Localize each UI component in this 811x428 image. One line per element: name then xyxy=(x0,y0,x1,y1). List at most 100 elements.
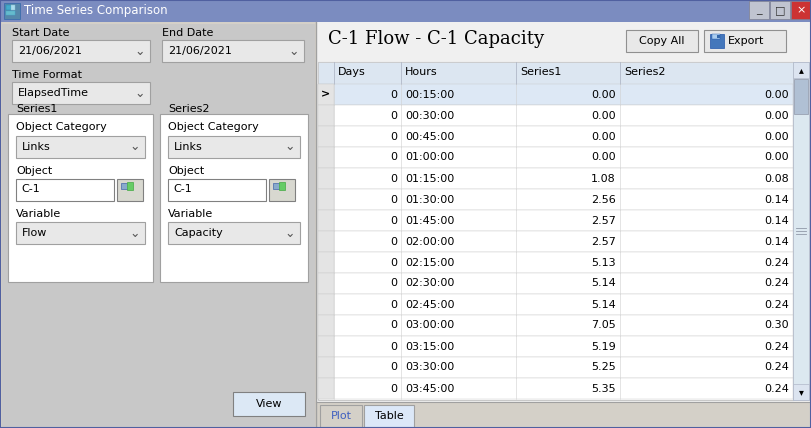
Text: ⌄: ⌄ xyxy=(135,86,145,99)
Bar xyxy=(318,231,334,252)
Text: 2.57: 2.57 xyxy=(591,216,616,226)
Bar xyxy=(4,3,20,19)
Bar xyxy=(318,294,793,315)
Text: C-1: C-1 xyxy=(21,184,40,194)
Text: 0: 0 xyxy=(390,152,397,163)
Text: 0.24: 0.24 xyxy=(764,258,789,268)
Text: Object Category: Object Category xyxy=(168,122,259,132)
Text: Plot: Plot xyxy=(331,411,351,421)
Text: 02:00:00: 02:00:00 xyxy=(405,237,454,247)
Text: 0.00: 0.00 xyxy=(591,152,616,163)
Text: 03:00:00: 03:00:00 xyxy=(405,321,454,330)
Bar xyxy=(318,84,334,105)
Bar xyxy=(6,5,11,10)
Bar xyxy=(316,22,811,62)
Bar xyxy=(318,105,334,126)
Text: 21/06/2021: 21/06/2021 xyxy=(168,46,232,56)
Bar xyxy=(791,1,811,19)
Text: 0: 0 xyxy=(390,342,397,351)
Text: ▴: ▴ xyxy=(799,65,804,75)
Bar xyxy=(318,62,793,400)
Text: Series1: Series1 xyxy=(16,104,58,114)
Text: 0.24: 0.24 xyxy=(764,300,789,309)
Text: 0: 0 xyxy=(390,216,397,226)
Text: Table: Table xyxy=(375,411,403,421)
Text: 5.14: 5.14 xyxy=(591,300,616,309)
Bar xyxy=(12,82,150,104)
Text: 0: 0 xyxy=(390,173,397,184)
Bar xyxy=(318,252,793,273)
Bar xyxy=(318,147,793,168)
Bar xyxy=(318,84,793,105)
Text: Object: Object xyxy=(168,166,204,176)
Bar xyxy=(318,126,793,147)
Bar xyxy=(6,11,15,15)
Bar xyxy=(318,294,334,315)
Text: Time Format: Time Format xyxy=(12,70,82,80)
Text: 03:30:00: 03:30:00 xyxy=(405,363,454,372)
Text: 0: 0 xyxy=(390,237,397,247)
Text: 0.00: 0.00 xyxy=(591,89,616,99)
Bar xyxy=(320,405,362,427)
Text: 2.57: 2.57 xyxy=(591,237,616,247)
Text: 0.00: 0.00 xyxy=(765,131,789,142)
Bar xyxy=(793,62,809,400)
Text: 0.00: 0.00 xyxy=(765,110,789,121)
Text: ElapsedTime: ElapsedTime xyxy=(18,88,89,98)
Text: 0.24: 0.24 xyxy=(764,279,789,288)
Text: Start Date: Start Date xyxy=(12,28,70,38)
Bar xyxy=(749,1,769,19)
Bar xyxy=(712,34,720,39)
Text: 0: 0 xyxy=(390,131,397,142)
Bar xyxy=(793,384,809,400)
Bar xyxy=(717,35,720,38)
Bar xyxy=(318,378,793,399)
Bar xyxy=(318,168,793,189)
Bar xyxy=(626,30,698,52)
Text: View: View xyxy=(255,399,282,409)
Bar xyxy=(11,5,15,10)
Text: 21/06/2021: 21/06/2021 xyxy=(18,46,82,56)
Text: 01:45:00: 01:45:00 xyxy=(405,216,454,226)
Bar xyxy=(12,40,150,62)
Text: 0: 0 xyxy=(390,258,397,268)
Bar xyxy=(318,231,793,252)
Text: Series2: Series2 xyxy=(624,67,666,77)
Text: □: □ xyxy=(775,5,785,15)
Text: 0.24: 0.24 xyxy=(764,383,789,393)
Text: 0: 0 xyxy=(390,89,397,99)
Bar xyxy=(318,273,793,294)
Text: 01:00:00: 01:00:00 xyxy=(405,152,454,163)
Text: 03:45:00: 03:45:00 xyxy=(405,383,454,393)
Text: ⌄: ⌄ xyxy=(135,45,145,57)
Bar xyxy=(162,40,304,62)
Bar xyxy=(168,222,300,244)
Text: 0.14: 0.14 xyxy=(764,237,789,247)
Text: Links: Links xyxy=(22,142,51,152)
Bar xyxy=(316,22,811,428)
Text: 5.19: 5.19 xyxy=(591,342,616,351)
Bar xyxy=(318,168,334,189)
Text: 0.24: 0.24 xyxy=(764,342,789,351)
Text: 0: 0 xyxy=(390,321,397,330)
Bar xyxy=(318,357,334,378)
Text: 1.08: 1.08 xyxy=(591,173,616,184)
Text: 02:15:00: 02:15:00 xyxy=(405,258,454,268)
Text: ⌄: ⌄ xyxy=(130,226,140,240)
Text: 7.05: 7.05 xyxy=(591,321,616,330)
Text: 0.00: 0.00 xyxy=(765,152,789,163)
Bar xyxy=(364,405,414,427)
Text: 03:15:00: 03:15:00 xyxy=(405,342,454,351)
Text: _: _ xyxy=(756,5,762,15)
Text: 01:30:00: 01:30:00 xyxy=(405,194,454,205)
Bar xyxy=(127,182,133,190)
Bar xyxy=(793,62,809,78)
Text: C-1: C-1 xyxy=(173,184,191,194)
Bar xyxy=(318,210,793,231)
Text: 0: 0 xyxy=(390,279,397,288)
Text: 0: 0 xyxy=(390,363,397,372)
Text: Time Series Comparison: Time Series Comparison xyxy=(24,4,168,17)
Bar xyxy=(160,114,308,282)
Text: End Date: End Date xyxy=(162,28,213,38)
Text: 00:45:00: 00:45:00 xyxy=(405,131,454,142)
